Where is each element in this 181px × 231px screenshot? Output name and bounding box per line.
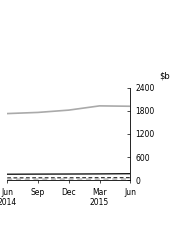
All other — [68, 178, 70, 180]
Text: $b: $b — [159, 71, 170, 80]
All other — [6, 178, 8, 180]
Life insurance corps. — [68, 173, 70, 175]
Life insurance corps. — [37, 173, 39, 176]
Life insurance corps. — [98, 173, 101, 175]
Public offer unit trusts — [37, 176, 39, 179]
Superannuation funds — [68, 109, 70, 112]
Line: Superannuation funds: Superannuation funds — [7, 106, 130, 114]
Public offer unit trusts — [129, 176, 131, 179]
Life insurance corps. — [6, 173, 8, 176]
Superannuation funds — [98, 104, 101, 107]
Superannuation funds — [37, 111, 39, 114]
Public offer unit trusts — [68, 176, 70, 179]
Superannuation funds — [6, 112, 8, 115]
All other — [129, 178, 131, 180]
Public offer unit trusts — [98, 176, 101, 179]
All other — [98, 178, 101, 180]
All other — [37, 178, 39, 180]
Superannuation funds — [129, 105, 131, 108]
Life insurance corps. — [129, 172, 131, 175]
Public offer unit trusts — [6, 176, 8, 179]
